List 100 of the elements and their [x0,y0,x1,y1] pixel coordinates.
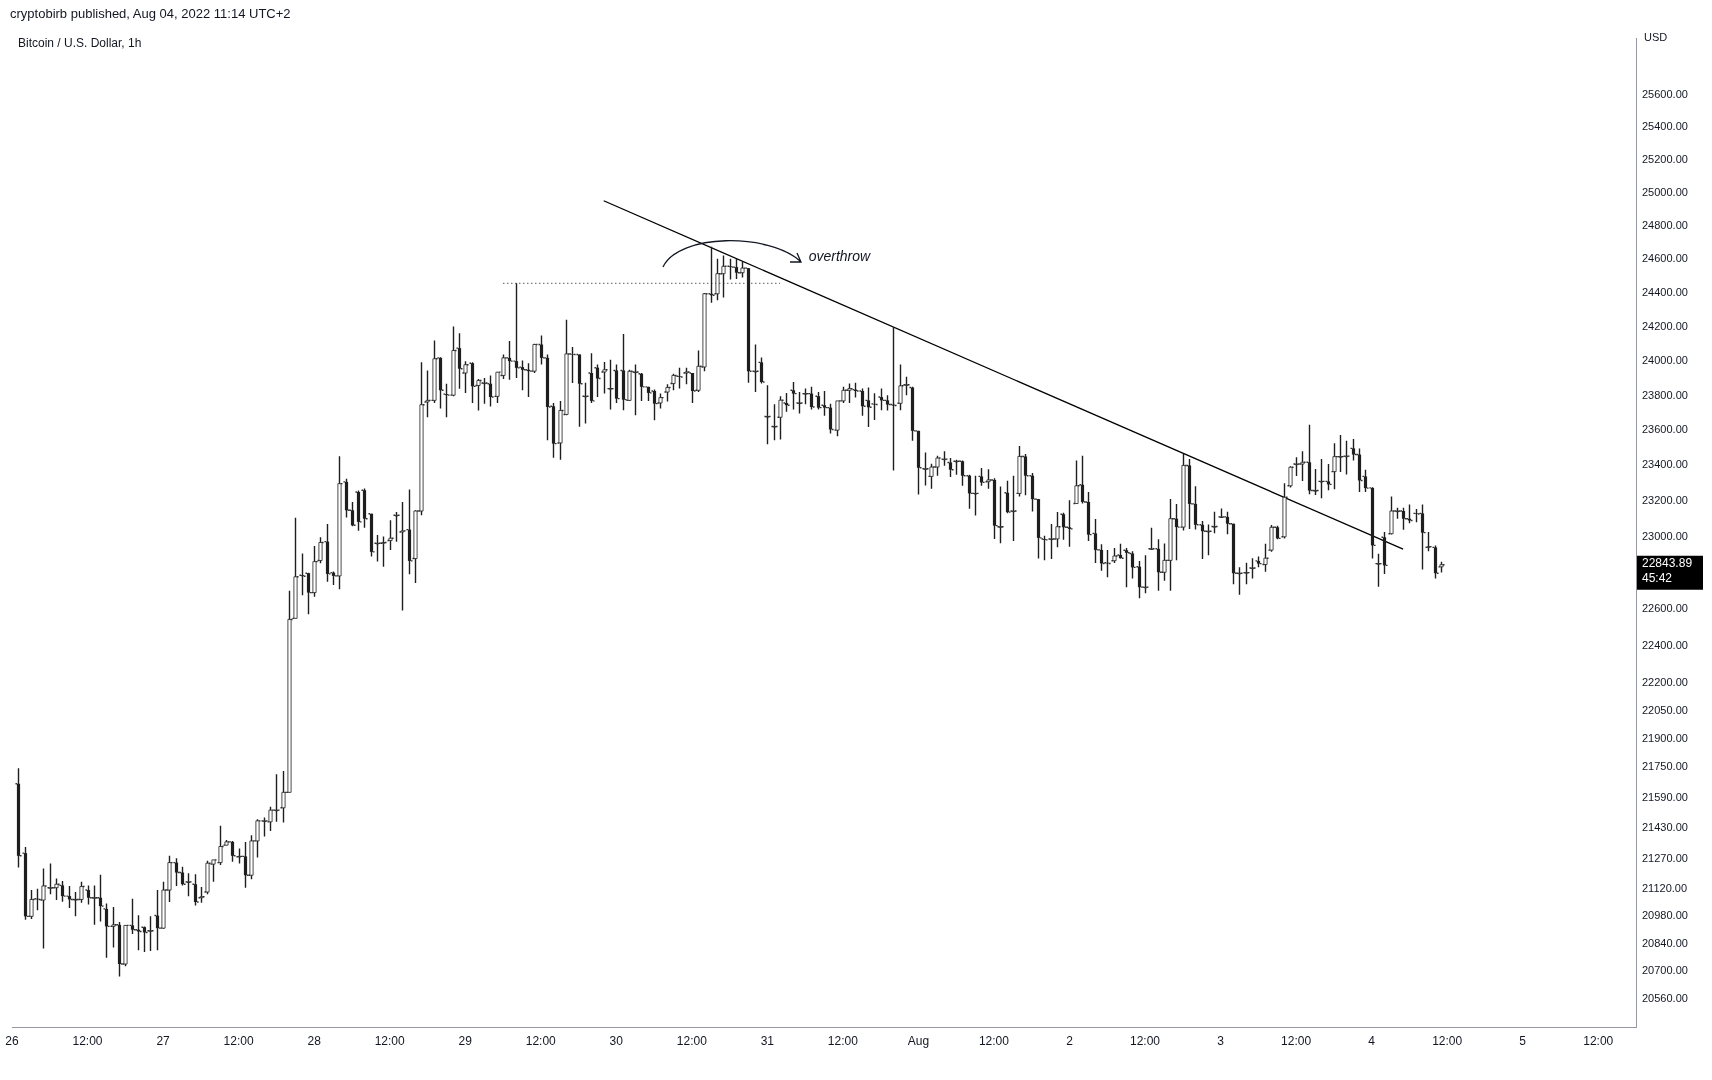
y-tick-label: 24600.00 [1642,252,1688,265]
y-tick-label: 24000.00 [1642,354,1688,366]
candlestick [1288,465,1293,489]
candlestick [948,457,953,478]
y-tick-label: 22400.00 [1642,638,1688,651]
x-tick-label: 12:00 [72,1034,103,1049]
x-tick-label: 30 [609,1034,624,1049]
x-tick-label: 26 [5,1034,19,1049]
candlestick [1319,458,1324,499]
x-tick-label: 12:00 [827,1034,859,1049]
candlestick [979,467,984,487]
y-tick-label: 23800.00 [1642,388,1688,401]
candlestick [816,391,821,411]
candlestick [293,516,298,620]
x-tick-label: 2 [1066,1034,1074,1049]
candlestick [407,488,412,575]
candlestick [318,536,323,564]
y-tick-label: 22200.00 [1642,675,1688,688]
y-tick-label: 21120.00 [1642,881,1688,894]
x-tick-label: 12:00 [374,1034,406,1049]
y-tick-label: 25200.00 [1642,152,1688,165]
candlestick [400,501,405,612]
candlestick [1426,531,1431,553]
x-tick-label: 12:00 [1583,1034,1614,1049]
y-tick-label: 23000.00 [1642,529,1688,542]
candlestick [362,487,367,529]
candlestick [16,767,21,869]
candlestick [388,519,393,551]
y-tick-label: 21900.00 [1642,731,1688,744]
y-tick-label: 24400.00 [1642,285,1688,298]
y-tick-label: 23400.00 [1642,458,1688,471]
y-tick-label: 22050.00 [1642,703,1688,716]
candlestick [583,382,588,425]
candlestick [394,511,399,543]
candlestick [186,872,191,897]
x-tick-label: 12:00 [978,1034,1010,1049]
y-tick-label: 20980.00 [1642,908,1688,921]
candlestick [444,383,449,418]
chart-subtitle: cryptobirb published, Aug 04, 2022 11:14 UTC+2 [10,6,291,21]
x-tick-label: 29 [458,1034,473,1049]
text: 45:42 [1642,571,1673,586]
candlestick [1256,555,1261,568]
x-tick-label: 31 [760,1034,775,1049]
candlestick [1212,511,1217,534]
x-tick-label: 12:00 [1432,1034,1463,1049]
y-tick-label: 21750.00 [1642,760,1688,773]
x-tick-label: 12:00 [525,1034,557,1049]
y-tick-label: 24800.00 [1642,218,1688,231]
x-tick-label: 4 [1368,1034,1376,1049]
candlestick [872,392,877,421]
chart-title: Bitcoin / U.S. Dollar, 1h [18,36,142,50]
x-tick-label: 5 [1519,1034,1527,1049]
candlestick [1433,544,1438,580]
x-tick-label: 12:00 [1281,1034,1312,1049]
y-tick-label: 24200.00 [1642,319,1688,332]
candlestick [425,369,430,418]
candlestick [369,513,374,558]
y-tick-label: 22600.00 [1642,602,1688,615]
candlestick [765,384,770,446]
candlestick [595,363,600,398]
y-tick-label: 20840.00 [1642,936,1688,949]
candlestick [325,523,330,583]
y-axis-title: USD [1644,30,1668,43]
candlestick [791,381,796,411]
candlestick [104,902,109,959]
x-tick-label: 12:00 [1130,1034,1161,1049]
x-tick-label: 3 [1217,1034,1225,1049]
x-tick-label: 28 [307,1034,322,1049]
candlestick [772,403,777,442]
y-tick-label: 21270.00 [1642,852,1688,865]
y-tick-label: 25400.00 [1642,120,1688,133]
candlestick [665,383,670,403]
y-tick-label: 23200.00 [1642,493,1688,506]
text: 22843.89 [1642,556,1693,571]
candlestick [199,886,204,904]
candlestick [148,915,153,952]
annotation: overthrow [808,247,872,264]
y-tick-label: 20700.00 [1642,964,1688,977]
y-tick-label: 23600.00 [1642,423,1688,436]
candlestick [998,485,1003,544]
candlestick [1376,552,1381,588]
candlestick [1250,557,1255,580]
x-tick-label: Aug [907,1034,930,1049]
y-tick-label: 21430.00 [1642,821,1688,834]
candlestick [470,361,475,404]
candlestick [797,391,802,415]
candlestick [193,873,198,907]
y-tick-label: 25600.00 [1642,87,1688,100]
x-tick-label: 27 [156,1034,171,1049]
y-tick-label: 20560.00 [1642,992,1688,1005]
candlestick [608,359,613,411]
candlestick [1439,561,1444,574]
x-tick-label: 12:00 [676,1034,708,1049]
candlestick [639,372,644,402]
candlestick [300,552,305,597]
x-tick-label: 12:00 [223,1034,254,1049]
candlestick [1282,482,1287,540]
candlestick [356,489,361,532]
candlestick [602,361,607,395]
y-tick-label: 21590.00 [1642,790,1688,803]
